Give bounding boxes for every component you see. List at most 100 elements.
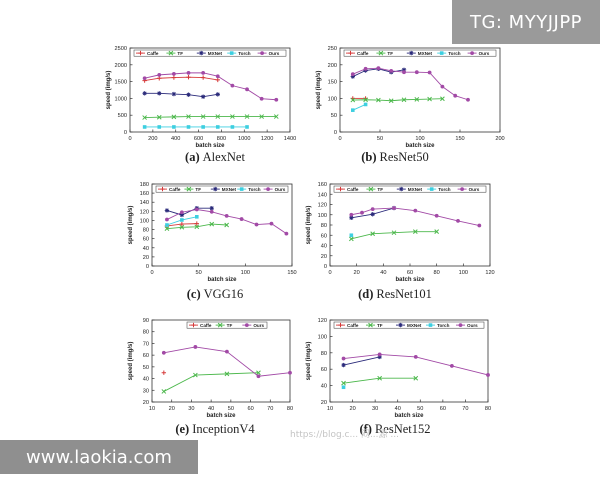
series-line-mxnet: [343, 356, 380, 366]
plot-frame: [329, 319, 489, 403]
x-tick-label: 60: [440, 406, 446, 412]
data-point-tf: [391, 230, 397, 236]
data-point-tf: [427, 96, 432, 102]
legend-label-ours: Ours: [479, 51, 490, 56]
data-point-ours: [477, 223, 482, 228]
legend-marker-tf: [168, 50, 174, 56]
data-point-mxnet: [341, 362, 346, 368]
caption-inceptionv4: (e) InceptionV4: [155, 422, 275, 437]
legend-marker-ours: [460, 187, 464, 191]
legend-box: [343, 49, 497, 57]
caption-name: ResNet50: [379, 150, 429, 164]
x-tick-label: 1400: [284, 136, 296, 142]
series-line-ours: [144, 72, 277, 101]
legend-label-torch: Torch: [238, 51, 251, 56]
data-point-mxnet: [164, 208, 170, 213]
legend-label-ours: Ours: [469, 187, 480, 192]
data-point-ours: [456, 219, 460, 223]
data-point-ours: [434, 213, 439, 218]
x-tick-label: 80: [287, 406, 293, 412]
x-tick-label: 0: [128, 136, 131, 142]
y-axis-label: speed (img/s): [106, 71, 112, 110]
data-point-tf: [215, 114, 221, 119]
y-tick-label: 20: [143, 400, 149, 406]
legend-label-mxnet: MXNet: [208, 51, 223, 56]
x-tick-label: 100: [241, 270, 250, 276]
x-tick-label: 30: [372, 406, 378, 412]
y-tick-label: 80: [321, 223, 327, 229]
legend: Caffe TF MXNet Torch Ours: [133, 49, 287, 57]
caption-id: (d): [358, 287, 374, 301]
data-point-tf: [376, 97, 381, 103]
series-line-torch: [352, 104, 366, 111]
y-tick-label: 20: [321, 400, 327, 406]
data-point-ours: [414, 70, 419, 75]
data-point-mxnet: [157, 91, 162, 96]
legend-marker-caffe: [338, 186, 343, 192]
y-tick-label: 40: [143, 246, 149, 252]
data-point-caffe: [171, 75, 177, 80]
y-tick-label: 40: [143, 377, 149, 383]
y-tick-label: 160: [318, 182, 327, 188]
legend-label-ours: Ours: [253, 323, 264, 328]
data-point-tf: [179, 224, 185, 230]
data-point-torch: [201, 125, 205, 129]
plot-frame: [151, 319, 291, 403]
data-point-ours: [254, 222, 259, 227]
data-point-tf: [377, 375, 383, 381]
legend-box: [186, 321, 268, 329]
legend-marker-ours: [470, 51, 474, 55]
data-point-caffe: [186, 75, 191, 80]
data-point-ours: [256, 374, 261, 379]
data-point-tf: [350, 97, 356, 103]
data-point-ours: [466, 97, 470, 102]
data-point-ours: [161, 350, 166, 355]
x-tick-label: 40: [208, 406, 214, 412]
legend-label-caffe: Caffe: [357, 51, 369, 56]
legend-marker-caffe: [160, 186, 165, 192]
data-point-tf: [401, 97, 407, 103]
chart-resnet101: 0 20 40 60 80 100 120 0 20 40 60 80 100 120 140 160 batc…: [306, 182, 495, 283]
y-tick-label: 140: [140, 200, 149, 206]
data-point-tf: [348, 236, 354, 242]
data-point-tf: [370, 231, 376, 237]
x-tick-label: 600: [194, 136, 203, 142]
data-point-ours: [449, 364, 454, 368]
y-tick-label: 0: [324, 264, 327, 270]
series-tf: [142, 114, 279, 120]
y-tick-label: 80: [143, 228, 149, 234]
legend-marker-torch: [239, 187, 244, 191]
series-tf: [350, 96, 445, 104]
chart-resnet50: 0 50 100 150 200 0 50 100 150 200 250 batch size spe…: [316, 46, 505, 149]
data-point-mxnet: [401, 67, 407, 73]
legend-marker-caffe: [191, 322, 196, 328]
y-tick-label: 50: [143, 365, 149, 371]
x-tick-label: 150: [455, 136, 464, 142]
legend-box: [155, 185, 289, 193]
data-point-ours: [186, 70, 191, 75]
data-point-mxnet: [377, 354, 382, 360]
data-point-ours: [215, 74, 220, 79]
data-point-ours: [225, 349, 229, 354]
legend: Caffe TF MXNet Torch Ours: [155, 185, 289, 193]
data-point-torch: [230, 125, 235, 129]
x-tick-label: 20: [169, 406, 175, 412]
data-point-ours: [259, 96, 264, 101]
legend-label-mxnet: MXNet: [222, 187, 237, 192]
data-point-ours: [209, 209, 214, 214]
data-point-tf: [259, 114, 265, 119]
y-tick-label: 40: [321, 384, 327, 390]
x-tick-label: 50: [377, 136, 383, 142]
legend: Caffe TF MXNet Torch Ours: [333, 185, 487, 193]
legend-label-caffe: Caffe: [147, 51, 159, 56]
series-mxnet: [142, 91, 220, 99]
legend-marker-torch: [429, 187, 434, 191]
x-tick-label: 20: [354, 270, 360, 276]
caption-resnet50: (b) ResNet50: [335, 150, 455, 165]
data-point-caffe: [200, 75, 206, 80]
series-torch: [349, 233, 354, 238]
data-point-tf: [142, 115, 147, 120]
y-tick-label: 180: [140, 182, 149, 188]
data-point-ours: [370, 207, 375, 212]
data-point-torch: [195, 215, 199, 219]
